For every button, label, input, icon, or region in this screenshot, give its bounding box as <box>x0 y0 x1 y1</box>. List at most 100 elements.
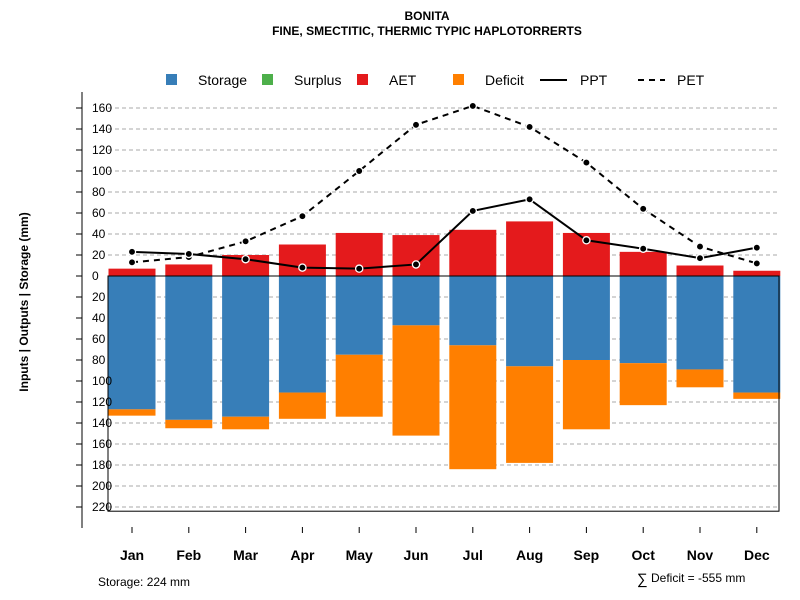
pet-point <box>638 204 648 214</box>
deficit-bar <box>676 369 724 388</box>
x-tick-label: Jan <box>120 547 144 563</box>
y-tick-label: 140 <box>92 416 112 430</box>
storage-bar <box>733 276 781 393</box>
deficit-bar <box>562 360 610 430</box>
ppt-point <box>525 195 534 204</box>
ppt-point <box>298 263 307 272</box>
ppt-point <box>695 253 705 263</box>
deficit-bar <box>335 354 383 417</box>
storage-bar <box>392 276 440 326</box>
pet-point <box>127 258 137 267</box>
x-tick-label: May <box>346 547 373 563</box>
y-tick-label: 20 <box>92 248 106 262</box>
aet-bar <box>165 264 213 276</box>
storage-legend-swatch <box>166 74 177 85</box>
pet-point <box>298 211 307 221</box>
chart-title: BONITA <box>404 9 449 23</box>
ppt-point <box>752 243 762 252</box>
aet-bar <box>506 221 554 276</box>
y-tick-label: 220 <box>92 500 112 514</box>
x-tick-label: Apr <box>290 547 315 563</box>
ppt-point <box>468 206 478 216</box>
ppt-point <box>241 254 250 264</box>
pet-point <box>241 237 250 246</box>
storage-bar <box>506 276 554 367</box>
storage-bar <box>278 276 326 393</box>
aet-bar <box>108 268 156 276</box>
pet-point <box>468 101 478 111</box>
ppt-point <box>582 236 591 245</box>
y-tick-label: 100 <box>92 374 112 388</box>
ppt-point <box>354 264 364 273</box>
y-tick-label: 120 <box>92 395 112 409</box>
deficit-bar <box>506 366 554 463</box>
y-tick-label: 180 <box>92 458 112 472</box>
y-tick-label: 40 <box>92 311 106 325</box>
pet-line <box>131 104 758 265</box>
x-tick-label: Mar <box>233 547 258 563</box>
deficit-legend-label: Deficit <box>485 72 524 88</box>
storage-note: Storage: 224 mm <box>98 575 190 589</box>
deficit-bar <box>619 363 667 406</box>
y-tick-label: 80 <box>92 185 106 199</box>
pet-point <box>354 166 364 176</box>
y-tick-label: 200 <box>92 479 112 493</box>
y-tick-label: 140 <box>92 122 112 136</box>
y-tick-label: 0 <box>92 269 99 283</box>
ppt-legend-label: PPT <box>580 72 608 88</box>
pet-point <box>752 259 762 268</box>
deficit-legend-swatch <box>453 74 464 85</box>
aet-bar <box>676 265 724 276</box>
y-tick-label: 120 <box>92 143 112 157</box>
ppt-point <box>638 244 648 253</box>
deficit-note: Deficit = -555 mm <box>651 571 745 585</box>
x-tick-label: Oct <box>632 547 656 563</box>
aet-legend-swatch <box>357 74 368 85</box>
ppt-point <box>184 249 194 259</box>
deficit-bar <box>278 392 326 419</box>
x-tick-label: Jul <box>463 547 483 563</box>
deficit-bar <box>165 419 213 429</box>
x-tick-label: Nov <box>687 547 714 563</box>
ppt-point <box>411 260 421 269</box>
x-tick-label: Dec <box>744 547 770 563</box>
sum-icon: ∑ <box>637 571 648 588</box>
storage-bar <box>619 276 667 364</box>
storage-legend-label: Storage <box>198 72 247 88</box>
pet-legend-label: PET <box>677 72 705 88</box>
deficit-bar <box>733 392 781 399</box>
line-series <box>127 101 762 273</box>
chart-subtitle: FINE, SMECTITIC, THERMIC TYPIC HAPLOTORR… <box>272 24 582 38</box>
surplus-legend-label: Surplus <box>294 72 341 88</box>
x-tick-label: Sep <box>574 547 600 563</box>
y-axis-label: Inputs | Outputs | Storage (mm) <box>17 212 31 391</box>
storage-bar <box>562 276 610 360</box>
bars <box>108 221 781 470</box>
storage-bar <box>335 276 383 355</box>
storage-bar <box>165 276 213 420</box>
y-tick-label: 80 <box>92 353 106 367</box>
aet-bar <box>733 270 781 276</box>
y-axis: 1601401201008060402002040608010012014016… <box>76 92 112 528</box>
aet-bar <box>392 235 440 276</box>
pet-point <box>525 122 534 132</box>
y-tick-label: 40 <box>92 227 106 241</box>
x-tick-label: Feb <box>176 547 201 563</box>
ppt-line <box>131 198 757 270</box>
x-axis: Jan Feb Mar Apr May Jun Jul Aug Sep Oct Nov Dec <box>120 527 770 563</box>
y-tick-label: 160 <box>92 437 112 451</box>
deficit-bar <box>222 416 270 430</box>
storage-bar <box>222 276 270 417</box>
deficit-bar <box>392 325 440 436</box>
surplus-legend-swatch <box>262 74 273 85</box>
y-tick-label: 60 <box>92 206 106 220</box>
deficit-bar <box>449 345 497 470</box>
ppt-point <box>127 247 137 257</box>
y-tick-label: 160 <box>92 101 112 115</box>
y-tick-label: 20 <box>92 290 106 304</box>
deficit-bar <box>108 409 156 416</box>
x-tick-label: Aug <box>516 547 543 563</box>
y-tick-label: 100 <box>92 164 112 178</box>
aet-bar <box>449 229 497 276</box>
